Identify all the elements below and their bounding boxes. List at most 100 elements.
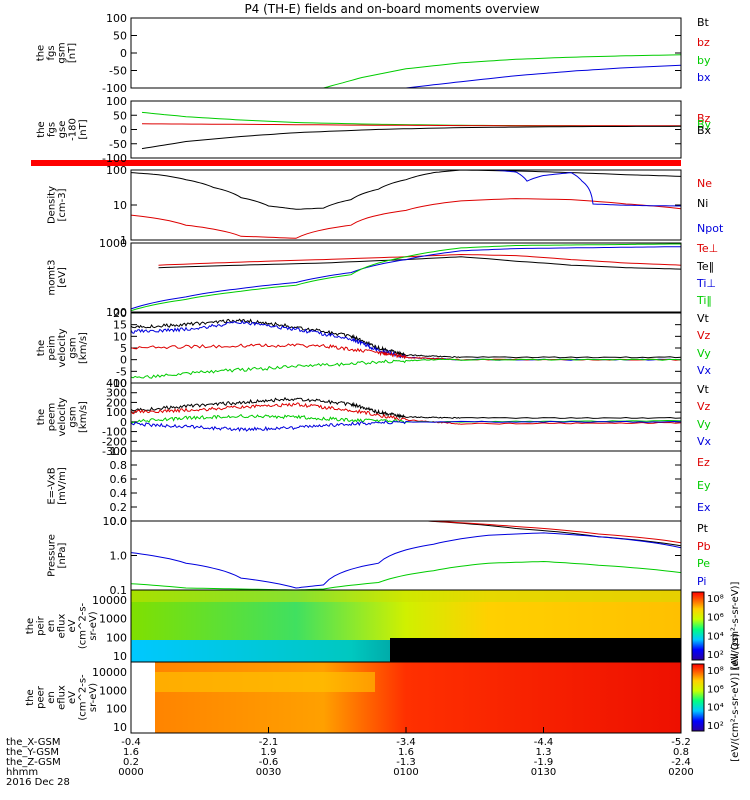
panel-ylabel: (cm^2-s- — [78, 674, 89, 721]
panel-ytick-label: 0.4 — [110, 487, 128, 500]
series-Ni — [130, 169, 682, 210]
xaxis-tick-label: -5.2 — [671, 737, 691, 748]
legend-item: Ex — [697, 501, 711, 514]
panel-ytick-label: 10 — [113, 330, 127, 343]
colorbar-label: [eV/(cm²-s-sr-eV)] (All Qs) — [730, 633, 741, 762]
panel-ylabel: Density — [47, 186, 58, 224]
panel-ytick-label: 100 — [106, 631, 127, 644]
panel-ylabel: (cm^2-s- — [78, 602, 89, 649]
xaxis-tick-label: 1.3 — [536, 747, 552, 758]
legend-item: Npot — [697, 222, 724, 235]
panel-ytick-label: 300 — [106, 387, 127, 400]
legend-item: Pb — [697, 540, 711, 553]
panel-ylabel: peem — [47, 403, 58, 431]
panel-ylabel: [nT] — [78, 119, 89, 139]
panel-ylabel: the — [25, 618, 36, 634]
xaxis-tick-label: 1.6 — [398, 747, 414, 758]
panel-ylabel: eV — [67, 619, 78, 632]
xaxis-tick-label: 1.6 — [123, 747, 139, 758]
panel-ylabel: -180 — [68, 118, 79, 141]
panel-density: Density [cm-3] 100 10 1 Ne Ni Npot — [47, 164, 724, 247]
spectrogram-gap — [131, 662, 155, 733]
series-Vz — [130, 402, 682, 425]
spectrogram-top-band — [131, 590, 681, 602]
legend-item: Pi — [697, 575, 706, 588]
panel-ytick-label: 0.6 — [110, 473, 128, 486]
series-Npot — [493, 169, 681, 207]
panel-ylabel: gsm — [57, 42, 68, 63]
panel-ytick-label: 15 — [113, 319, 127, 332]
panel-ylabel: en — [46, 691, 57, 704]
colorbar-tick-label: 10⁶ — [707, 613, 724, 624]
panel-ytick-label: 0 — [120, 47, 127, 60]
panel-ylabel: fgs — [47, 122, 58, 137]
legend-item: Vz — [697, 329, 711, 342]
panel-ytick-label: 10000 — [92, 594, 127, 607]
panel-ylabel: [eV] — [57, 267, 68, 288]
xaxis-tick-label: -2.4 — [671, 757, 691, 768]
colorbar-label: [eV/(cm²-s-sr-eV)] — [730, 581, 741, 670]
series-Pb — [427, 520, 682, 544]
legend-item: Te‖ — [696, 260, 714, 273]
legend-item: Ti‖ — [696, 294, 712, 307]
series-Pi — [130, 532, 682, 589]
panel-ytick-label: 10 — [113, 721, 127, 734]
panel-ylabel: gse — [57, 121, 68, 139]
panel-ytick-label: 0.0 — [110, 515, 128, 528]
panel-ylabel: eflux — [57, 685, 68, 710]
panel-ytick-label: -50 — [109, 65, 127, 78]
panel-ylabel: [mV/m] — [57, 467, 68, 505]
panel-ytick-label: -10 — [109, 377, 127, 390]
xaxis-row-label: the_Z-GSM — [6, 757, 61, 768]
xaxis-tick-label: 0030 — [256, 767, 281, 778]
panel-ytick-label: -5 — [116, 365, 127, 378]
legend-item: Vy — [697, 347, 711, 360]
panel-frame — [130, 450, 682, 522]
xaxis-tick-label: -3.4 — [396, 737, 416, 748]
xaxis-row-label: hhmm — [6, 767, 38, 778]
legend-item: Pe — [697, 557, 710, 570]
panel-ytick-label: 10 — [113, 650, 127, 663]
panel-ylabel: Pressure — [47, 534, 58, 577]
panel-ytick-label: -100 — [102, 82, 127, 95]
legend-item: Ez — [697, 456, 710, 469]
panel-ytick-label: 0.8 — [110, 459, 128, 472]
legend-item: bx — [697, 71, 711, 84]
panel-ylabel: en — [46, 620, 57, 633]
panel-frame — [130, 520, 682, 591]
colorbar-tick-label: 10² — [707, 721, 724, 732]
series-Pe — [130, 560, 682, 591]
colorbar — [691, 663, 705, 732]
panel-ytick-label: 100 — [106, 306, 127, 319]
panel-ytick-label: 1.0 — [110, 445, 128, 458]
xaxis-tick-label: -1.9 — [534, 757, 554, 768]
xaxis-row-label: 2016 Dec 28 — [6, 777, 70, 788]
colorbar-tick-label: 10² — [707, 650, 724, 661]
xaxis-tick-label: 1.9 — [261, 747, 277, 758]
series-Ti⊥ — [130, 246, 681, 310]
series-Ti‖ — [130, 243, 681, 312]
panel-ylabel: [km/s] — [78, 401, 89, 433]
panel-peer_en_eflux: the peer en eflux eV (cm^2-s-sr-eV) 10000 1000 1… — [25, 633, 741, 762]
panel-ytick-label: 1000 — [99, 684, 127, 697]
xaxis-row-label: the_Y-GSM — [6, 747, 59, 758]
panel-ytick-label: 100 — [106, 164, 127, 177]
panel-ylabel: fgs — [46, 45, 57, 60]
series-Vy — [130, 358, 682, 379]
panel-frame — [130, 169, 682, 241]
xaxis-tick-label: -0.4 — [121, 737, 141, 748]
series-Vx — [130, 320, 682, 361]
panel-ytick-label: 1000 — [99, 613, 127, 626]
xaxis-row-label: the_X-GSM — [6, 737, 60, 748]
xaxis-tick-label: 0200 — [668, 767, 693, 778]
xaxis-tick-label: 0100 — [393, 767, 418, 778]
legend-item: Bt — [697, 16, 710, 29]
xaxis-tick-label: 0000 — [118, 767, 143, 778]
panel-ytick-label: -50 — [109, 138, 127, 151]
panel-ylabel: gsm — [68, 337, 79, 358]
legend-item: By — [697, 118, 712, 131]
panel-ylabel: peim — [47, 335, 58, 360]
